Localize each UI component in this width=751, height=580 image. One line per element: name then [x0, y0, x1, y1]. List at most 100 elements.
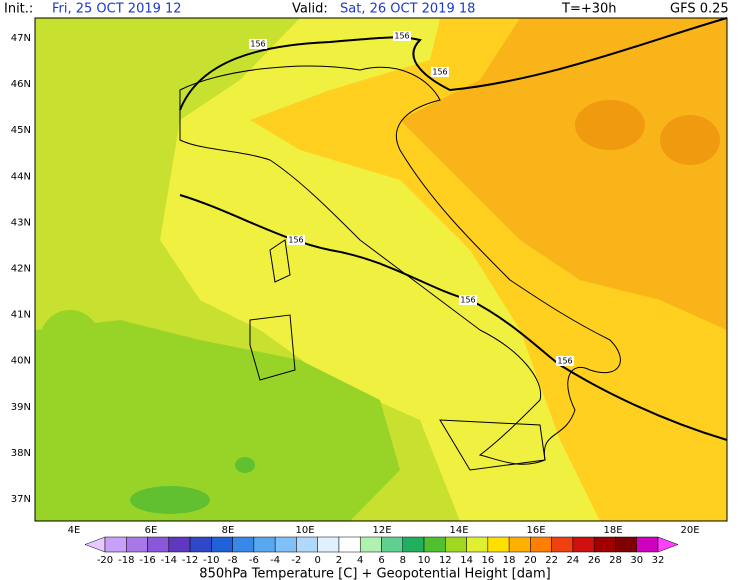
contour-label-bg [431, 67, 449, 77]
coastline [249, 239, 546, 471]
lon-label: 12E [372, 525, 391, 536]
legend-tick-label: 2 [336, 555, 342, 566]
contour-label: 156 [432, 68, 447, 77]
field-orange [400, 18, 727, 330]
lat-label: 39N [11, 402, 31, 413]
legend-tick-label: -6 [249, 555, 259, 566]
legend-tick-label: 8 [400, 555, 406, 566]
contour-label: 156 [250, 40, 265, 49]
lat-label: 44N [11, 171, 31, 182]
caption: 850hPa Temperature [C] + Geopotential He… [199, 567, 550, 580]
init-time: Fri, 25 OCT 2019 12 [52, 2, 182, 17]
valid-time: Sat, 26 OCT 2019 18 [340, 2, 475, 17]
legend-tick-label: 0 [315, 555, 321, 566]
contour-line [179, 17, 728, 111]
lon-label: 20E [680, 525, 699, 536]
contour-label-bg [459, 295, 477, 305]
legend-tick-label: -20 [97, 555, 113, 566]
color-swatch [423, 536, 446, 553]
valid-label: Valid: [292, 2, 328, 17]
legend-tick-label: -10 [203, 555, 219, 566]
legend-tick-label: 30 [630, 555, 643, 566]
lon-label: 16E [526, 525, 545, 536]
contour-label-bg [287, 235, 305, 245]
legend-tick-label: -18 [118, 555, 134, 566]
coastline [179, 65, 621, 465]
header: Init.: Fri, 25 OCT 2019 12 Valid: Sat, 2… [4, 2, 729, 17]
lon-label: 18E [603, 525, 622, 536]
contour-label: 156 [557, 357, 572, 366]
legend-tick-label: 16 [481, 555, 494, 566]
lat-label: 45N [11, 125, 31, 136]
color-swatch [317, 536, 340, 553]
color-swatch [381, 536, 404, 553]
color-swatch [274, 536, 297, 553]
color-swatch [211, 536, 233, 553]
lead-time: T=+30h [561, 2, 617, 17]
legend-tick-label: 10 [418, 555, 431, 566]
legend-tick-label: 20 [524, 555, 537, 566]
color-swatch [168, 536, 191, 553]
color-swatch [657, 536, 679, 553]
legend-tick-label: -12 [182, 555, 198, 566]
color-swatch [572, 536, 595, 553]
field-darkorange [660, 115, 720, 165]
color-swatch [296, 536, 318, 553]
legend-tick-label: 6 [378, 555, 384, 566]
color-swatch [402, 536, 425, 553]
legend-tick-label: 12 [439, 555, 452, 566]
contour-label-bg [249, 39, 267, 49]
color-swatch [466, 536, 489, 553]
color-swatch [551, 536, 574, 553]
color-swatch [189, 536, 212, 553]
legend-tick-label: 24 [567, 555, 580, 566]
field-darkgreen [130, 486, 210, 514]
color-swatch [636, 536, 659, 553]
color-swatch [147, 536, 170, 553]
color-swatch [232, 536, 255, 553]
legend-tick-label: 18 [503, 555, 516, 566]
legend-tick-label: 26 [588, 555, 601, 566]
color-swatch [508, 536, 531, 553]
contour-label: 156 [394, 32, 409, 41]
lon-label: 6E [145, 525, 158, 536]
lat-label: 40N [11, 356, 31, 367]
color-swatch [359, 536, 382, 553]
color-swatch [530, 536, 552, 553]
legend-tick-label: 4 [357, 555, 363, 566]
legend-tick-label: -8 [228, 555, 238, 566]
map-field [35, 18, 727, 521]
contour-label-bg [393, 31, 411, 41]
legend-tick-label: 32 [652, 555, 665, 566]
field-darkorange [575, 100, 645, 150]
legend-tick-label: -14 [161, 555, 177, 566]
color-swatch [615, 536, 637, 553]
color-swatch [338, 536, 361, 553]
lat-label: 37N [11, 494, 31, 505]
lon-label: 14E [449, 525, 468, 536]
contour-label: 156 [288, 236, 303, 245]
lat-label: 41N [11, 310, 31, 321]
lat-label: 38N [11, 448, 31, 459]
legend-tick-label: -2 [291, 555, 301, 566]
lat-label: 42N [11, 264, 31, 275]
legend-tick-label: -4 [270, 555, 280, 566]
color-swatch [253, 536, 276, 553]
color-swatch [104, 536, 127, 553]
model: GFS 0.25 [670, 2, 729, 17]
contour-label: 156 [460, 296, 475, 305]
contour-label-bg [556, 356, 574, 366]
legend-tick-label: 22 [545, 555, 558, 566]
lon-label: 10E [295, 525, 314, 536]
color-swatch [126, 536, 148, 553]
lon-label: 4E [68, 525, 81, 536]
field-darkgreen [235, 457, 255, 473]
legend-tick-label: 14 [460, 555, 473, 566]
init-label: Init.: [4, 2, 33, 17]
color-swatch [445, 536, 467, 553]
lat-label: 43N [11, 217, 31, 228]
lat-label: 46N [11, 79, 31, 90]
field-green [40, 310, 100, 370]
lat-label: 47N [11, 33, 31, 44]
